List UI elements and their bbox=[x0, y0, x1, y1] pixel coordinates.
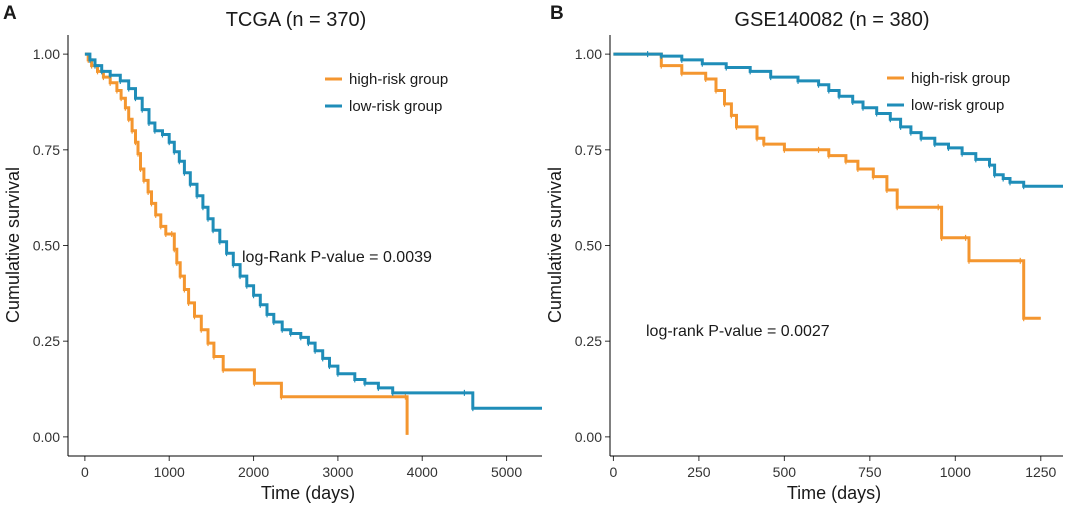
panel-a-y-axis-title: Cumulative survival bbox=[3, 167, 23, 323]
panel-b-curve-high-risk-group bbox=[613, 52, 1041, 320]
panel-a-legend: high-risk group low-risk group bbox=[325, 71, 448, 115]
panel-b-y-tick-label: 0.50 bbox=[575, 238, 602, 254]
panel-a-y-tick-label: 1.00 bbox=[33, 46, 60, 62]
panel-a-y-tick-label: 0.75 bbox=[33, 142, 60, 158]
panel-a-title: TCGA (n = 370) bbox=[226, 9, 367, 31]
panel-b-legend: high-risk group low-risk group bbox=[887, 70, 1010, 114]
panel-a-x-tick-label: 3000 bbox=[322, 464, 353, 480]
panel-b-y-tick-label: 0.25 bbox=[575, 333, 602, 349]
panel-b-letter: B bbox=[550, 3, 564, 24]
panel-b-legend-label-low: low-risk group bbox=[911, 97, 1004, 114]
panel-b-y-tick-label: 1.00 bbox=[575, 46, 602, 62]
panel-a-plot-area: 0.00 0.25 0.50 0.75 1.00 0 1000 2000 3000 4000 500… bbox=[33, 35, 542, 480]
panel-a-tcga: A TCGA (n = 370) 0.00 0.25 0.50 0.75 1.00 0 10… bbox=[3, 3, 542, 503]
panel-b-x-tick-label: 1000 bbox=[940, 464, 971, 480]
panel-b-y-tick-label: 0.00 bbox=[575, 429, 602, 445]
panel-a-y-tick-label: 0.50 bbox=[33, 238, 60, 254]
panel-a-legend-label-low: low-risk group bbox=[349, 98, 442, 115]
panel-b-title: GSE140082 (n = 380) bbox=[734, 9, 929, 31]
panel-b-plot-area: 0.00 0.25 0.50 0.75 1.00 0 250 500 750 1000 1250 bbox=[575, 35, 1063, 480]
panel-a-curve-low-risk-group bbox=[84, 52, 542, 410]
panel-a-x-tick-label: 4000 bbox=[407, 464, 438, 480]
panel-a-x-axis-title: Time (days) bbox=[261, 483, 355, 503]
panel-b-y-tick-label: 0.75 bbox=[575, 142, 602, 158]
panel-b-pvalue-annotation: log-rank P-value = 0.0027 bbox=[646, 323, 830, 340]
panel-a-y-tick-label: 0.00 bbox=[33, 429, 60, 445]
panel-b-y-axis-title: Cumulative survival bbox=[545, 167, 565, 323]
panel-a-x-tick-label: 2000 bbox=[238, 464, 269, 480]
panel-a-letter: A bbox=[3, 3, 17, 24]
panel-b-legend-label-high: high-risk group bbox=[911, 70, 1010, 87]
panel-a-x-tick-label: 0 bbox=[81, 464, 89, 480]
panel-b-x-tick-label: 500 bbox=[773, 464, 797, 480]
panel-b-x-axis-title: Time (days) bbox=[787, 483, 881, 503]
panel-b-ticks: 0.00 0.25 0.50 0.75 1.00 0 250 500 750 1000 1250 bbox=[575, 46, 1057, 480]
panel-a-x-tick-label: 5000 bbox=[491, 464, 522, 480]
panel-b-x-tick-label: 250 bbox=[687, 464, 711, 480]
panel-b-x-tick-label: 750 bbox=[858, 464, 882, 480]
panel-a-axes bbox=[67, 35, 542, 457]
panel-a-y-tick-label: 0.25 bbox=[33, 333, 60, 349]
panel-a-pvalue-annotation: log-Rank P-value = 0.0039 bbox=[242, 249, 432, 266]
panel-b-axes bbox=[609, 35, 1063, 457]
panel-a-legend-label-high: high-risk group bbox=[349, 71, 448, 88]
panel-b-gse140082: B GSE140082 (n = 380) 0.00 0.25 0.50 0.75 1.… bbox=[545, 3, 1063, 503]
panel-b-curves bbox=[613, 51, 1063, 322]
panel-a-curves bbox=[84, 52, 542, 435]
panel-b-x-tick-label: 1250 bbox=[1025, 464, 1056, 480]
panel-a-ticks: 0.00 0.25 0.50 0.75 1.00 0 1000 2000 3000 4000 500… bbox=[33, 46, 523, 480]
panel-b-x-tick-label: 0 bbox=[610, 464, 618, 480]
panel-a-x-tick-label: 1000 bbox=[154, 464, 185, 480]
